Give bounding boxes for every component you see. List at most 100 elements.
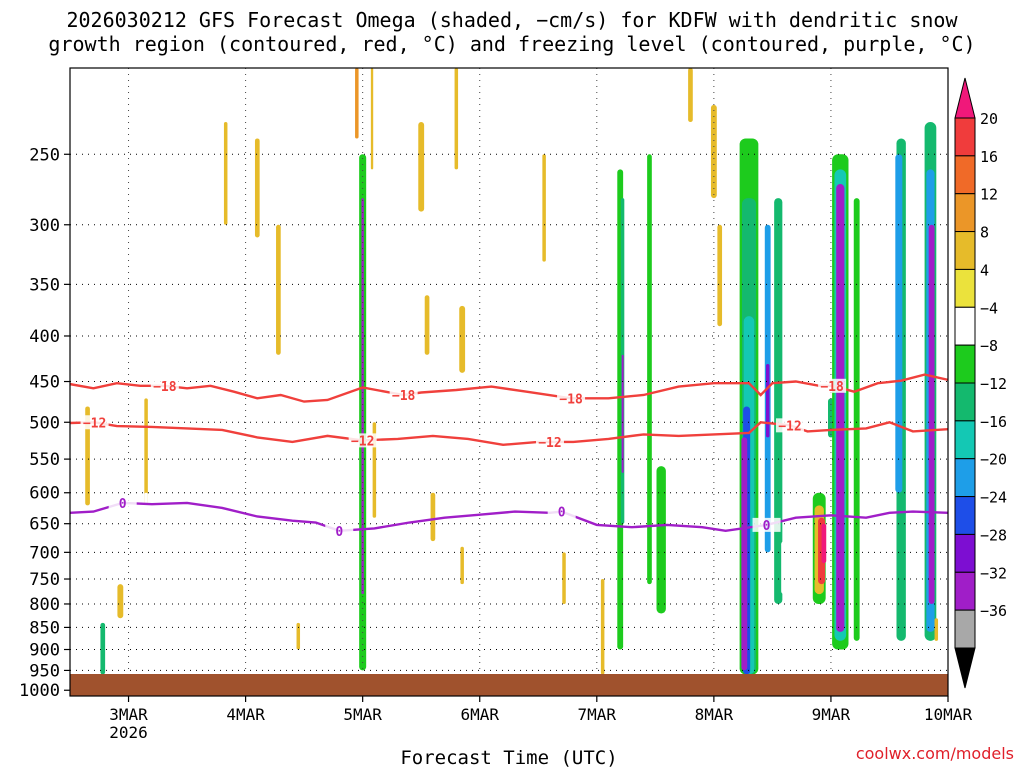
contour-label-bg xyxy=(535,434,564,449)
x-tick-label: 6MAR xyxy=(460,705,499,724)
contour-label-bg xyxy=(325,523,354,538)
omega-cell xyxy=(656,466,666,614)
colorbar-swatch xyxy=(954,193,976,233)
x-axis-label: Forecast Time (UTC) xyxy=(400,747,617,768)
colorbar-swatch xyxy=(954,609,976,649)
chart-title-line-2: growth region (contoured, red, °C) and f… xyxy=(48,32,976,56)
contour-label: −12 xyxy=(83,416,106,431)
omega-cell xyxy=(74,618,78,650)
omega-cell xyxy=(542,154,546,262)
omega-cell xyxy=(621,354,624,473)
colorbar-label: −36 xyxy=(980,602,1007,620)
omega-cell xyxy=(562,552,566,604)
x-tick-label: 10MAR xyxy=(924,705,973,724)
omega-shading xyxy=(74,68,939,683)
omega-cell xyxy=(424,295,430,355)
x-tick-label: 8MAR xyxy=(695,705,734,724)
x-tick-sublabel: 2026 xyxy=(109,723,148,742)
y-tick-label: 300 xyxy=(29,216,60,236)
y-tick-label: 500 xyxy=(29,413,60,433)
chart-title-line-1: 2026030212 GFS Forecast Omega (shaded, −… xyxy=(66,8,958,32)
omega-cell xyxy=(430,492,436,542)
contour-label: 0 xyxy=(119,497,127,512)
y-tick-label: 650 xyxy=(29,515,60,535)
omega-cell xyxy=(117,584,124,619)
y-tick-label: 450 xyxy=(29,373,60,393)
colorbar-label: −20 xyxy=(980,451,1007,469)
omega-cell xyxy=(895,154,903,493)
colorbar-swatch xyxy=(954,382,976,422)
omega-cell xyxy=(276,224,281,355)
colorbar-label: −32 xyxy=(980,564,1007,582)
colorbar-swatch xyxy=(954,496,976,535)
colorbar-label: −12 xyxy=(980,375,1007,393)
omega-cell xyxy=(792,68,800,262)
omega-cell xyxy=(675,486,682,628)
colorbar-top-arrow xyxy=(954,77,976,119)
contour-label: −12 xyxy=(538,436,561,451)
omega-cell xyxy=(869,381,875,467)
omega-cell xyxy=(765,363,770,438)
contour-label-bg xyxy=(818,378,847,393)
omega-cell xyxy=(793,354,799,438)
omega-cell xyxy=(80,154,88,407)
colorbar-label: 4 xyxy=(980,261,989,279)
omega-cell xyxy=(633,122,642,595)
omega-cell xyxy=(909,169,916,542)
omega-cell xyxy=(460,546,464,585)
colorbar-label: −8 xyxy=(980,337,998,355)
omega-cell xyxy=(781,541,788,595)
omega-cell xyxy=(836,184,845,632)
omega-cell xyxy=(188,224,198,438)
omega-cell xyxy=(119,345,126,493)
contour-label-bg xyxy=(348,433,377,448)
omega-cell xyxy=(459,305,466,373)
omega-cell xyxy=(144,398,148,506)
contour-label-bg xyxy=(547,504,576,519)
omega-cell xyxy=(195,68,202,199)
y-tick-label: 850 xyxy=(29,618,60,638)
colorbar-swatch xyxy=(954,268,976,308)
omega-cell xyxy=(928,224,935,604)
y-tick-label: 900 xyxy=(29,641,60,661)
omega-cell xyxy=(482,492,489,675)
omega-cell xyxy=(77,466,82,553)
contour-line xyxy=(70,421,948,447)
omega-cell xyxy=(100,622,106,675)
pressure-axis: 250 300 350 400 450 500 550 600 650 700 750 800 850 9… xyxy=(19,145,70,701)
colorbar-swatch xyxy=(954,155,976,195)
contour-label: −12 xyxy=(778,419,801,434)
omega-cell xyxy=(370,68,374,170)
omega-cell xyxy=(774,198,783,604)
contour-label-bg xyxy=(752,517,781,532)
omega-cell xyxy=(339,406,351,675)
contour-label: 0 xyxy=(763,519,771,534)
omega-cell xyxy=(296,622,301,650)
temperature-contours: −18 −18 −18 −18 −12 −12 −12 −12 0 0 0 0 xyxy=(70,373,948,540)
colorbar-swatch xyxy=(954,533,976,573)
omega-cell xyxy=(291,224,299,467)
y-tick-label: 350 xyxy=(29,275,60,295)
omega-cell xyxy=(741,437,748,671)
contour-label-bg xyxy=(108,495,137,510)
omega-cell xyxy=(361,198,364,595)
omega-cell xyxy=(821,523,827,564)
contour-label-bg xyxy=(389,388,418,403)
y-tick-label: 400 xyxy=(29,327,60,347)
contour-label: −18 xyxy=(559,392,583,407)
contour-label: 0 xyxy=(558,506,566,521)
colorbar-label: −24 xyxy=(980,489,1007,507)
omega-cell xyxy=(530,466,535,553)
colorbar-label: 12 xyxy=(980,186,998,204)
omega-cell xyxy=(506,122,512,355)
y-tick-label: 1000 xyxy=(19,681,60,701)
omega-cell xyxy=(314,466,318,553)
omega-cell xyxy=(197,640,205,683)
omega-cell xyxy=(853,198,860,641)
omega-cell xyxy=(454,68,459,170)
colorbar-swatch xyxy=(954,571,976,611)
omega-cell xyxy=(558,492,565,683)
contour-label-bg xyxy=(150,378,179,393)
